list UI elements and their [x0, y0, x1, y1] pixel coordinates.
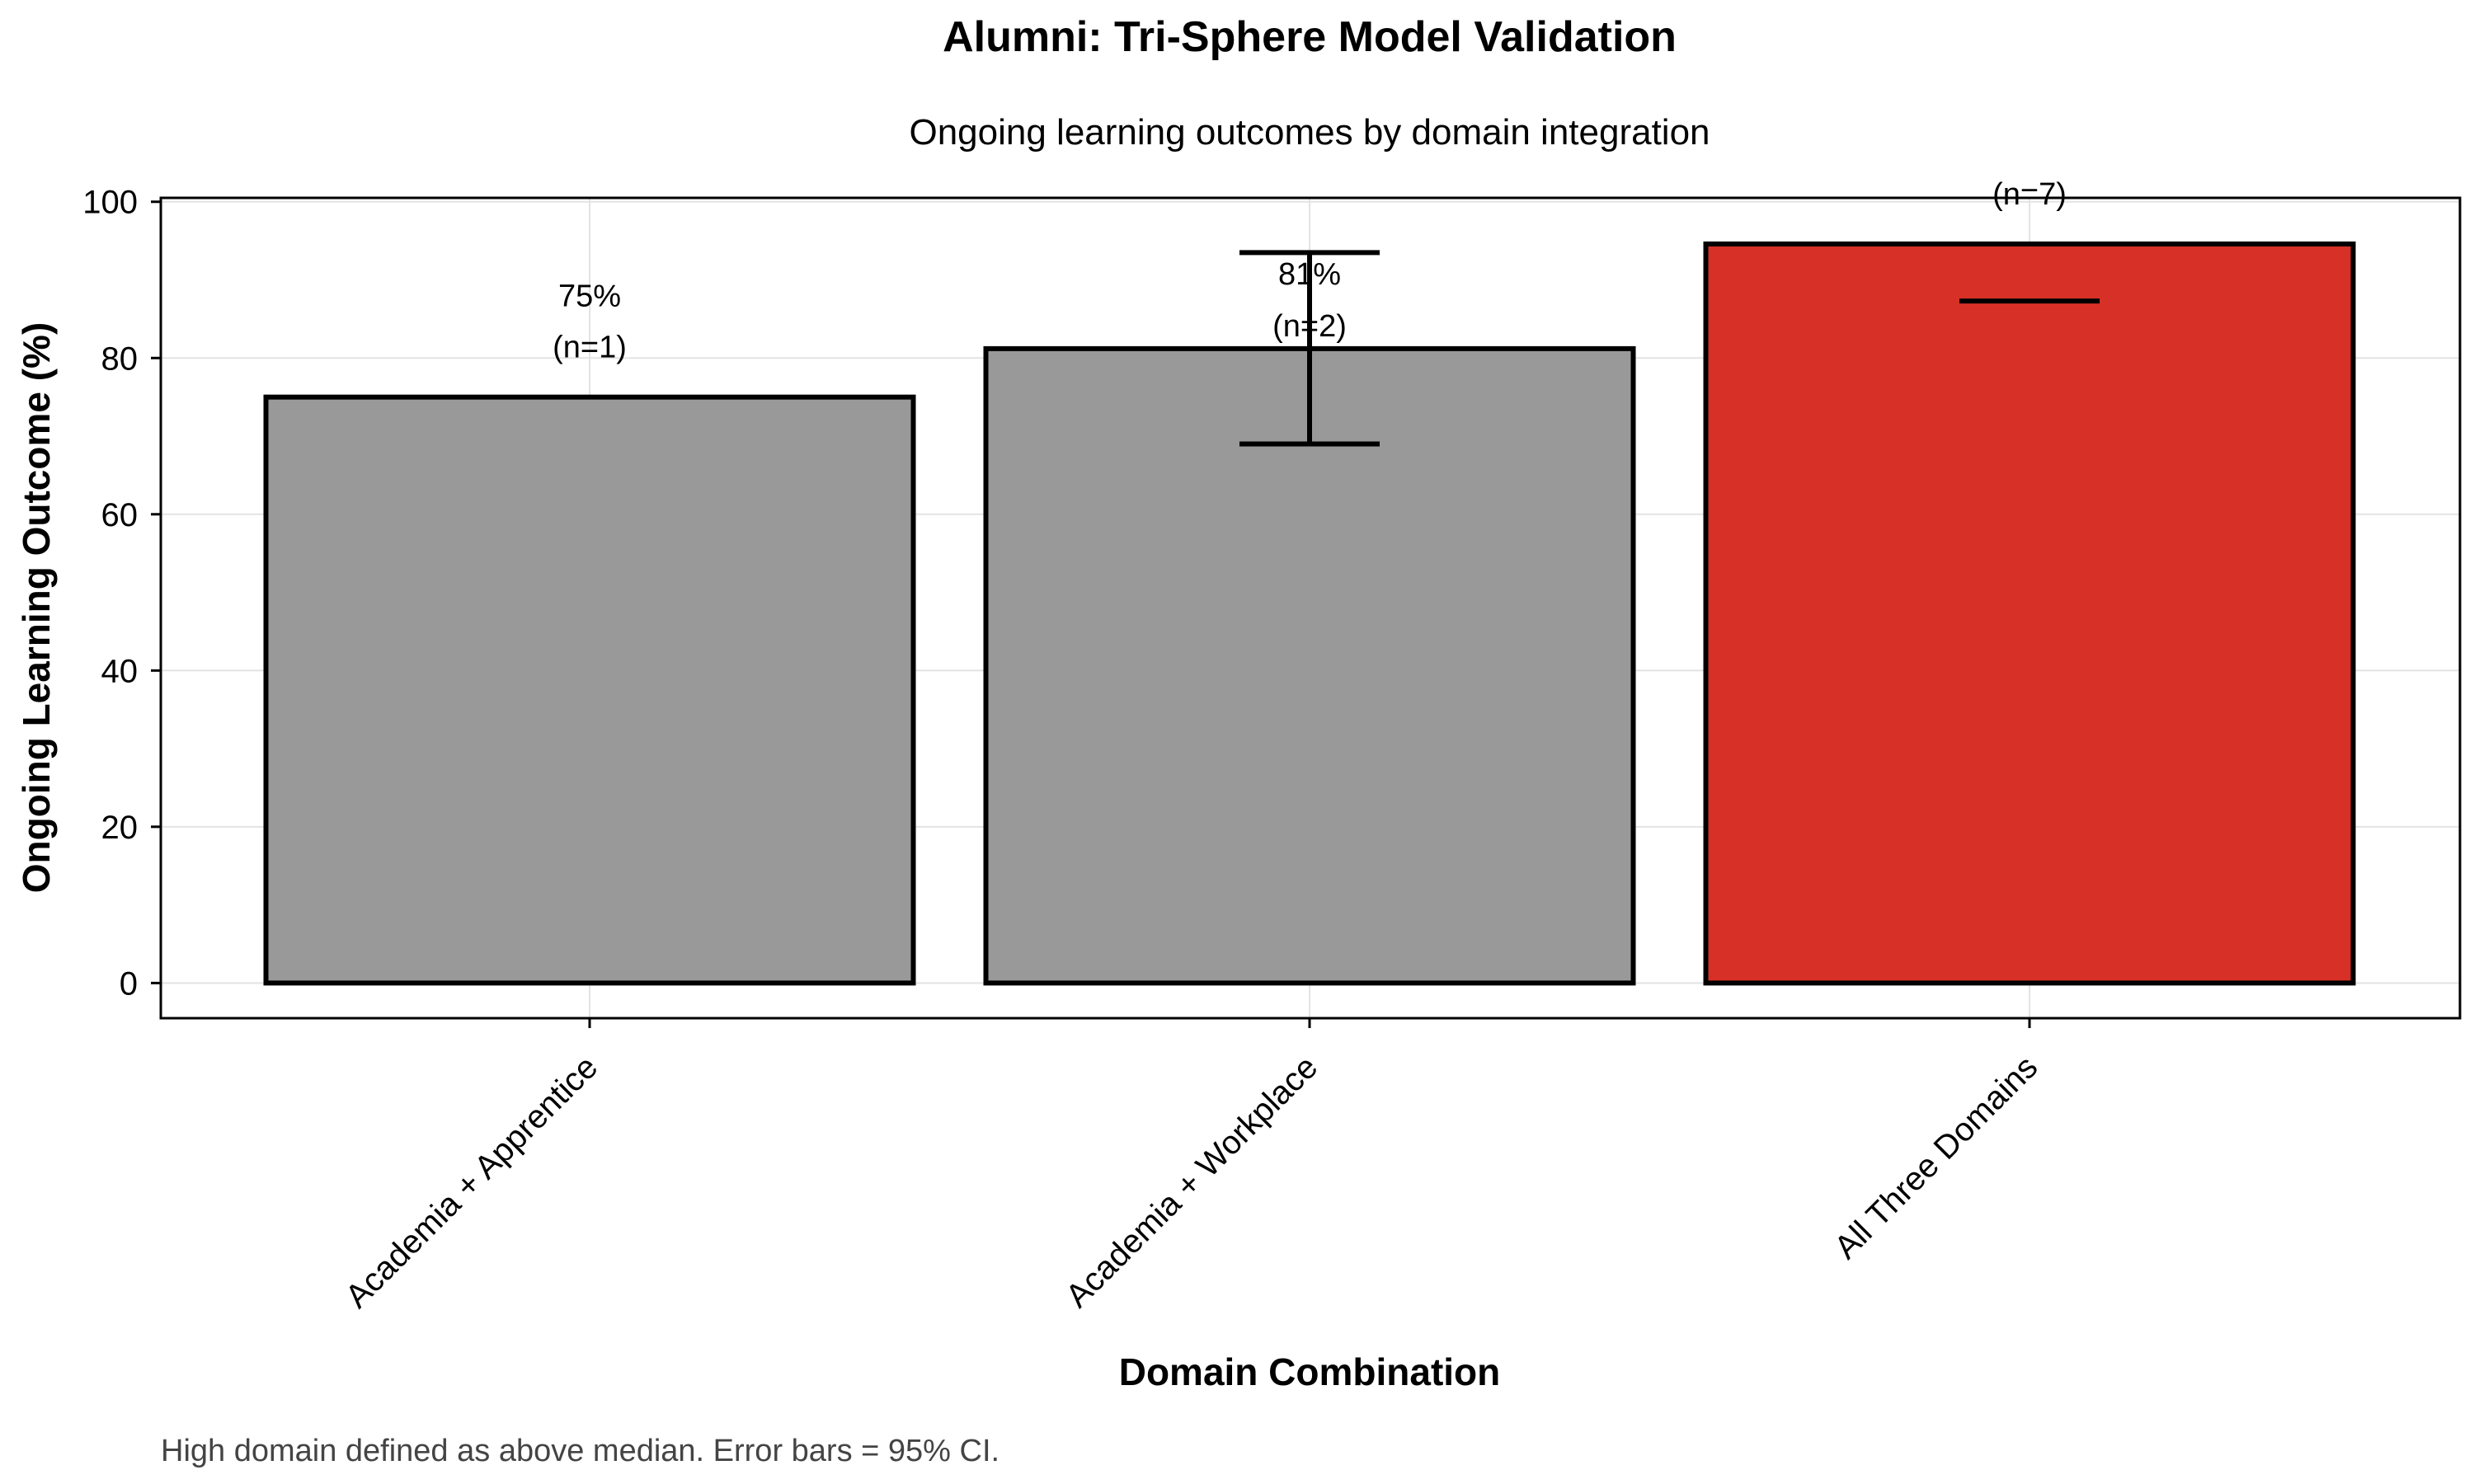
y-tick-label: 80	[101, 340, 139, 377]
chart-subtitle: Ongoing learning outcomes by domain inte…	[909, 112, 1710, 153]
y-tick-label: 40	[101, 653, 139, 689]
chart-title: Alumni: Tri-Sphere Model Validation	[943, 13, 1677, 61]
chart-caption: High domain defined as above median. Err…	[161, 1434, 999, 1468]
y-tick-label: 0	[120, 965, 138, 1002]
n-label: (n=1)	[553, 331, 627, 365]
x-tick-label: All Three Domains	[1827, 1049, 2044, 1266]
y-tick-label: 100	[82, 185, 138, 221]
x-tick-label: Academia + Apprentice	[339, 1049, 605, 1315]
x-ticks: Academia + Apprentice Academia + Workplac…	[339, 1018, 2044, 1315]
y-tick-label: 20	[101, 810, 139, 846]
y-axis-label: Ongoing Learning Outcome (%)	[15, 322, 58, 894]
n-label: (n=2)	[1272, 309, 1347, 344]
n-label: (n=7)	[1992, 177, 2067, 212]
value-label: 81%	[1278, 257, 1341, 292]
bar	[263, 394, 916, 986]
error-bars	[1239, 250, 2100, 447]
bars	[263, 241, 2356, 986]
y-ticks: 0 20 40 60 80 100	[82, 185, 161, 1002]
data-labels: 75% (n=1) 81% (n=2) (n=7)	[553, 177, 2067, 365]
x-tick-label: Academia + Workplace	[1059, 1049, 1324, 1314]
x-axis-label: Domain Combination	[1119, 1350, 1501, 1393]
bar	[1703, 241, 2356, 986]
value-label: 75%	[558, 279, 621, 314]
y-tick-label: 60	[101, 497, 139, 533]
bar	[983, 345, 1636, 986]
